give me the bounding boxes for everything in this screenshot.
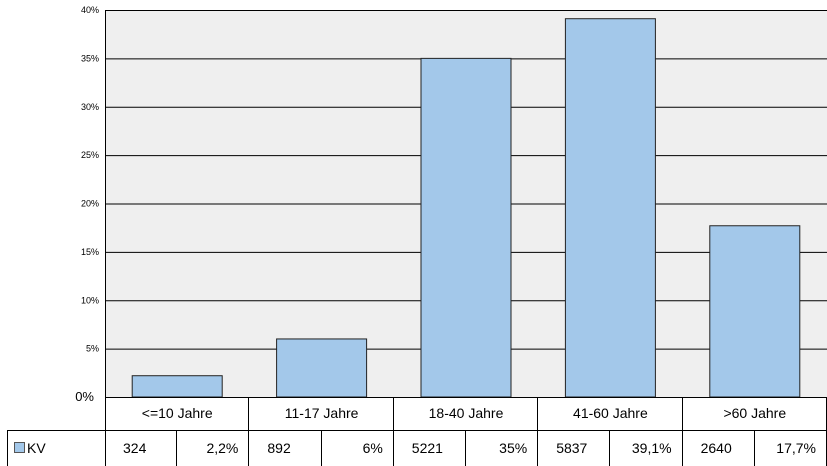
bar	[131, 375, 223, 398]
y-tick-label: 40%	[81, 5, 99, 15]
bar	[709, 225, 801, 398]
category-label: 41-60 Jahre	[573, 405, 648, 421]
category-label: >60 Jahre	[723, 405, 786, 421]
y-tick-label: 30%	[81, 102, 99, 112]
data-label: 17,7%	[776, 440, 816, 456]
count-cell: 5837	[556, 440, 587, 456]
y-tick-label: 25%	[81, 150, 99, 160]
category-label: <=10 Jahre	[142, 405, 213, 421]
y-tick-label: 15%	[81, 247, 99, 257]
legend-label: KV	[27, 440, 46, 456]
y-tick-label: 20%	[81, 199, 99, 209]
data-label: 35%	[499, 440, 527, 456]
data-table: <=10 Jahre 324 2,2% 11-17 Jahre 892 6% 18-40 J…	[7, 397, 827, 466]
y-tick-label: 0%	[75, 389, 94, 404]
count-cell: 324	[123, 440, 147, 456]
count-cell: 892	[267, 440, 291, 456]
category-label: 18-40 Jahre	[429, 405, 504, 421]
y-tick-label: 35%	[81, 53, 99, 63]
bars	[131, 18, 801, 398]
data-label: 6%	[363, 440, 383, 456]
bar	[276, 338, 368, 398]
bar	[564, 18, 656, 398]
data-label: 2,2%	[206, 440, 238, 456]
category-label: 11-17 Jahre	[285, 405, 359, 421]
y-tick-label: 10%	[81, 295, 99, 305]
data-label: 39,1%	[632, 440, 672, 456]
bar	[420, 57, 512, 398]
count-cell: 2640	[701, 440, 732, 456]
legend-swatch	[14, 442, 25, 453]
y-tick-label: 5%	[86, 344, 99, 354]
y-axis-ticks: 40% 35% 30% 25% 20% 15% 10% 5% 0%	[75, 5, 99, 404]
count-cell: 5221	[412, 440, 443, 456]
